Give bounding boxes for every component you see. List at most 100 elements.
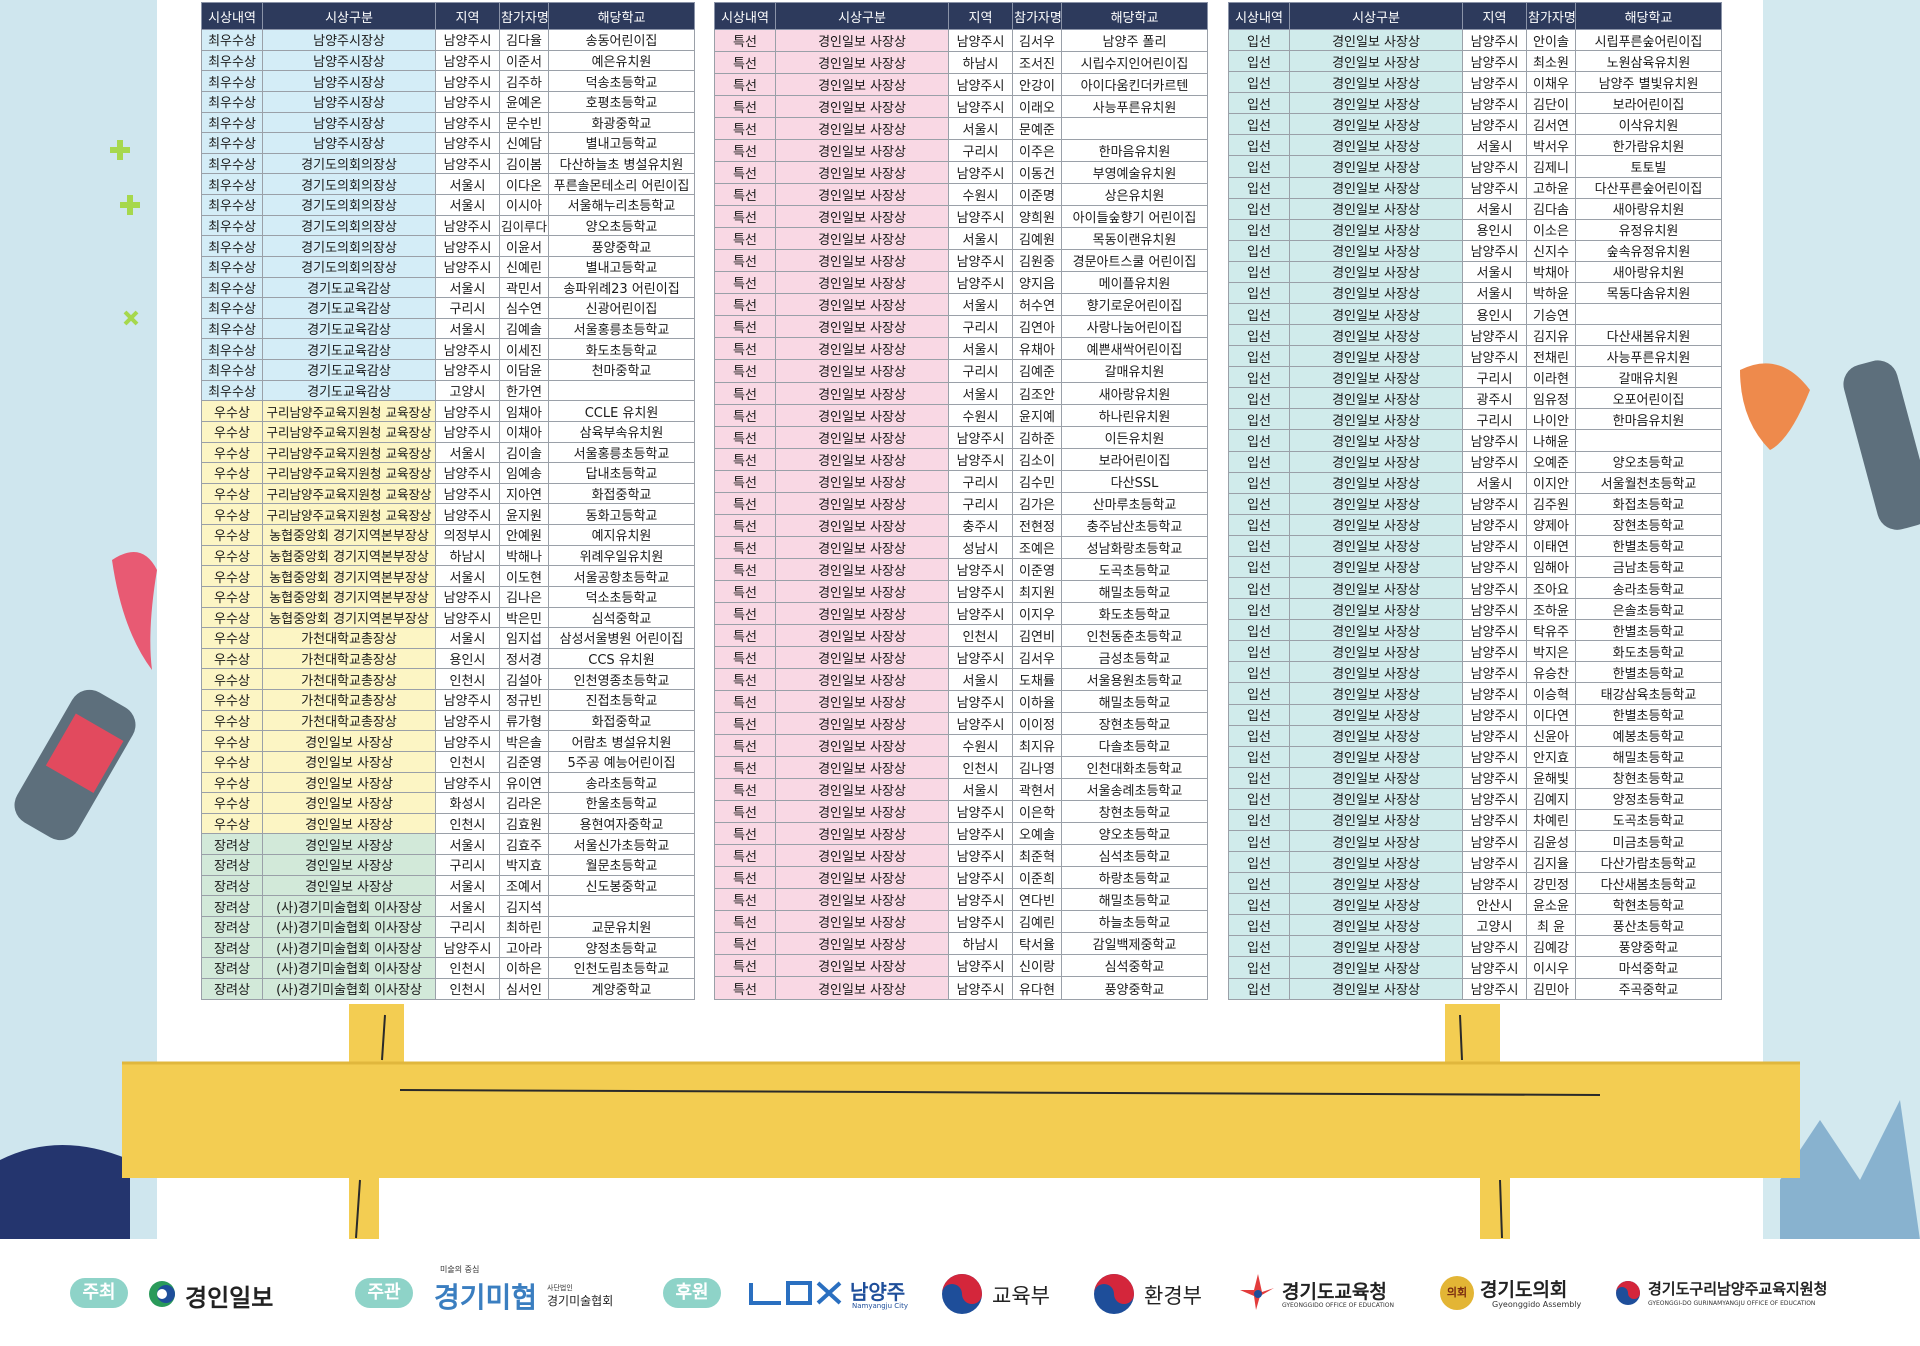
table-cell: 주곡중학교 <box>1575 977 1722 1001</box>
table-cell: 남양주 폴리 <box>1061 28 1208 53</box>
table-cell: 별내고등학교 <box>548 255 695 278</box>
table-cell: 진접초등학교 <box>548 689 695 711</box>
table-cell: 서울공항초등학교 <box>548 565 695 587</box>
table-cell: 경인일보 사장상 <box>775 425 949 449</box>
table-cell: 남양주시 <box>1462 640 1527 663</box>
table-cell: 남양주시 <box>948 28 1013 53</box>
table-cell: 김예준 <box>1012 359 1062 383</box>
table-cell: 허수연 <box>1012 293 1062 317</box>
table-cell: 서울시 <box>435 441 500 464</box>
table-cell: 특선 <box>714 535 776 559</box>
assembly-badge: 의회 <box>1440 1276 1474 1310</box>
table-cell: 남양주시 <box>1462 724 1527 747</box>
table-cell: 남양주시 <box>1462 555 1527 579</box>
organizer-small: 사단법인 <box>547 1284 573 1292</box>
table-cell: 경인일보 사장상 <box>1289 851 1463 874</box>
table-cell: 남양주시 <box>1462 745 1527 768</box>
table-cell: 하남시 <box>948 932 1013 956</box>
table-row: 입선 경인일보 사장상 남양주시 이승혁 태강삼육초등학교 <box>1228 682 1722 705</box>
table-row: 입선 경인일보 사장상 남양주시 조아요 송라초등학교 <box>1228 577 1722 600</box>
table-cell: 금성초등학교 <box>1061 645 1208 669</box>
table-cell: 이래오 <box>1012 95 1062 119</box>
table-cell: 윤지예 <box>1012 403 1062 427</box>
table-cell: 경인일보 사장상 <box>1289 914 1463 937</box>
header-row: 시상내역 시상구분 지역 참가자명 해당학교 <box>714 2 1208 30</box>
table-cell: 김지율 <box>1526 851 1576 874</box>
table-cell: 경인일보 사장상 <box>775 623 949 647</box>
goe-icon <box>1240 1274 1274 1310</box>
table-cell: 경인일보 사장상 <box>775 117 949 141</box>
table-cell: 서울시 <box>435 317 500 340</box>
table-cell: 임해아 <box>1526 555 1576 579</box>
table-cell: 특선 <box>714 381 776 405</box>
table-cell: 가천대학교총장상 <box>262 647 436 670</box>
table-cell: 목동이랜유치원 <box>1061 227 1208 251</box>
sponsor-sub: Gyeonggido Assembly <box>1492 1300 1582 1309</box>
table-cell: 김효원 <box>499 812 549 835</box>
table-cell: 인천시 <box>948 756 1013 780</box>
table-cell: 경인일보 사장상 <box>775 381 949 405</box>
table-cell: 경인일보 사장상 <box>1289 766 1463 789</box>
table-cell: 금남초등학교 <box>1575 555 1722 579</box>
table-cell: 위례우일유치원 <box>548 544 695 567</box>
table-cell: 서울해누리초등학교 <box>548 194 695 216</box>
host-label: 주최 <box>70 1278 128 1308</box>
table-cell: 남양주시 <box>435 730 500 752</box>
table-cell: 남양주시 <box>435 400 500 422</box>
table-cell: 목동다솜유치원 <box>1575 281 1722 305</box>
table-cell: 김민아 <box>1526 977 1576 1001</box>
table-cell: 월문초등학교 <box>548 854 695 876</box>
table-row: 입선 경인일보 사장상 남양주시 박지은 화도초등학교 <box>1228 640 1722 663</box>
table-cell: 특선 <box>714 866 776 890</box>
table-row: 우수상 농협중앙회 경기지역본부장상 남양주시 김나은 덕소초등학교 <box>201 585 695 608</box>
table-cell: 가천대학교총장상 <box>262 689 436 711</box>
table-cell: 인천시 <box>435 957 500 979</box>
table-cell: 서울용원초등학교 <box>1061 667 1208 691</box>
table-cell: 이시우 <box>1526 956 1576 979</box>
table-row: 최우수상 경기도교육감상 서울시 김예솔 서울홍릉초등학교 <box>201 317 695 340</box>
table-cell: 남양주시 <box>1462 851 1527 874</box>
table-cell: 서울시 <box>435 895 500 917</box>
table-cell: 남양주시 <box>948 689 1013 713</box>
table-row: 특선 경인일보 사장상 남양주시 김소이 보라어린이집 <box>714 447 1208 471</box>
award-table: 시상내역 시상구분 지역 참가자명 해당학교 특선 경인일보 사장상 남양주시 김서우 남양주 폴… <box>714 2 1208 1000</box>
table-cell: 서울홍릉초등학교 <box>548 317 695 340</box>
table-cell: 경인일보 사장상 <box>1289 134 1463 157</box>
table-cell: 입선 <box>1228 387 1290 410</box>
table-cell: 이준서 <box>499 49 549 72</box>
table-cell: 신이랑 <box>1012 954 1062 978</box>
table-cell: 강민정 <box>1526 872 1576 895</box>
table-cell: 우수상 <box>201 627 263 649</box>
table-row: 특선 경인일보 사장상 서울시 문예준 <box>714 117 1208 141</box>
table-cell: 남양주시 <box>435 152 500 175</box>
table-cell: 경인일보 사장상 <box>775 315 949 339</box>
table-cell: 입선 <box>1228 408 1290 431</box>
table-row: 특선 경인일보 사장상 하남시 조서진 시립수지인어린이집 <box>714 51 1208 75</box>
table-cell: 남양주시 <box>1462 577 1527 600</box>
table-cell: 경기도교육감상 <box>262 317 436 340</box>
table-cell: 우수상 <box>201 812 263 835</box>
table-cell: 경인일보 사장상 <box>1289 176 1463 199</box>
table-cell: 신광어린이집 <box>548 297 695 319</box>
table-cell: 농협중앙회 경기지역본부장상 <box>262 606 436 629</box>
table-cell: 남양주시 <box>948 844 1013 868</box>
table-cell: 조하윤 <box>1526 598 1576 621</box>
table-cell: 수원시 <box>948 183 1013 207</box>
table-cell: 인천도림초등학교 <box>548 957 695 979</box>
table-cell: 갈매유치원 <box>1575 366 1722 389</box>
table-cell: 경인일보 사장상 <box>1289 808 1463 831</box>
table-cell: 이담윤 <box>499 359 549 381</box>
table-cell: 최우수상 <box>201 90 263 113</box>
table-row: 입선 경인일보 사장상 남양주시 김민아 주곡중학교 <box>1228 977 1722 1001</box>
column-header: 시상내역 <box>1228 2 1290 30</box>
table-cell: 삼육부속유치원 <box>548 420 695 443</box>
table-cell: 고양시 <box>1462 914 1527 937</box>
table-row: 입선 경인일보 사장상 남양주시 차예린 도곡초등학교 <box>1228 808 1722 831</box>
table-cell: 특선 <box>714 73 776 97</box>
table-row: 특선 경인일보 사장상 수원시 최지유 다솔초등학교 <box>714 733 1208 758</box>
table-cell: (사)경기미술협회 이사장상 <box>262 936 436 959</box>
table-cell: 경인일보 사장상 <box>1289 281 1463 305</box>
table-cell: 박하윤 <box>1526 281 1576 305</box>
table-cell: 경인일보 사장상 <box>1289 956 1463 979</box>
table-cell: 남양주시 <box>435 771 500 794</box>
